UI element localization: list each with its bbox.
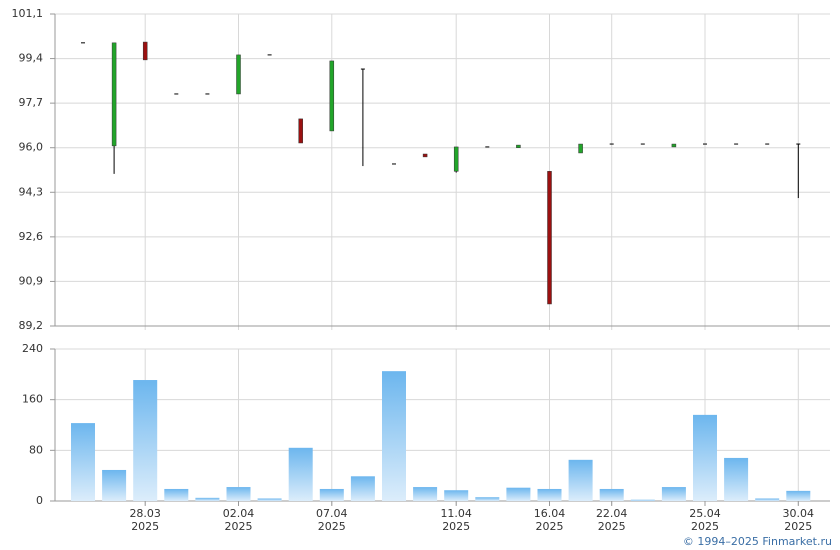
candle-body [578, 143, 583, 154]
y-tick-label: 96,0 [19, 141, 44, 154]
candle-body [422, 153, 428, 158]
x-tick-label: 07.04 2025 [316, 507, 348, 533]
candle-body [516, 144, 521, 148]
candle-body [547, 171, 552, 305]
candle-body [453, 146, 459, 172]
y-tick-label: 89,2 [19, 319, 44, 332]
x-tick-label: 22.04 2025 [595, 507, 628, 533]
volume-bar [350, 476, 375, 501]
volume-bar [693, 414, 717, 501]
volume-bar [164, 488, 189, 501]
volume-bar [475, 497, 500, 501]
y-tick-label: 94,3 [19, 185, 44, 198]
volume-bar [71, 423, 95, 501]
volume-bar [288, 447, 313, 501]
candle-body [329, 60, 335, 132]
candle-body [765, 143, 770, 145]
candle-body [298, 118, 303, 144]
volume-bar [226, 487, 251, 501]
candle-body [174, 93, 179, 95]
volume-bar [257, 498, 282, 501]
y-tick-label: 90,9 [19, 274, 44, 287]
candle-body [609, 143, 614, 145]
volume-bar [444, 490, 469, 501]
x-tick-label: 30.04 2025 [782, 507, 815, 533]
volume-bar [755, 498, 780, 501]
x-tick-label: 25.04 2025 [689, 507, 721, 533]
candle-body [236, 54, 241, 95]
candle-body [703, 143, 707, 145]
candle-body [81, 42, 85, 44]
volume-bar [568, 459, 593, 501]
candle-body [360, 68, 365, 70]
candle-body [142, 41, 148, 61]
volume-bar [133, 380, 158, 501]
volume-bar [102, 469, 127, 501]
volume-bar [506, 487, 531, 501]
candle-body [671, 143, 677, 148]
y-tick-label: 97,7 [19, 96, 44, 109]
volume-bar [382, 371, 406, 501]
y-tick-label: 80 [29, 443, 43, 456]
volume-bar [537, 488, 562, 501]
y-tick-label: 99,4 [19, 52, 44, 65]
y-tick-label: 101,1 [12, 7, 44, 20]
volume-bar [724, 457, 749, 501]
x-tick-label: 16.04 2025 [533, 507, 566, 533]
candle-body [734, 143, 739, 145]
candle-body [392, 163, 396, 165]
volume-bar [786, 490, 811, 501]
x-tick-label: 02.04 2025 [222, 507, 255, 533]
volume-bar [413, 487, 438, 501]
copyright: © 1994–2025 Finmarket.ru [682, 535, 832, 548]
y-tick-label: 240 [22, 342, 43, 355]
volume-bar [661, 487, 686, 501]
candle-body [640, 143, 645, 145]
candle-body [485, 146, 490, 148]
volume-bar [599, 488, 624, 501]
candle-body [205, 93, 210, 95]
volume-bar [195, 497, 220, 501]
y-tick-label: 0 [36, 494, 43, 507]
volume-bar [630, 499, 655, 501]
y-tick-label: 160 [22, 393, 43, 406]
candle-body [796, 143, 801, 145]
y-tick-label: 92,6 [19, 230, 44, 243]
candle-body [111, 42, 117, 147]
candle-body [267, 54, 272, 56]
volume-bar [319, 488, 344, 501]
x-tick-label: 11.04 2025 [440, 507, 472, 533]
x-tick-label: 28.03 2025 [129, 507, 161, 533]
